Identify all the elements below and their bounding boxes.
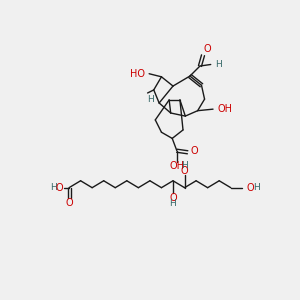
Text: O: O xyxy=(246,183,254,193)
Text: H: H xyxy=(215,60,222,69)
Text: O: O xyxy=(191,146,198,157)
Text: O: O xyxy=(169,193,177,203)
Text: OH: OH xyxy=(169,161,184,171)
Text: HO: HO xyxy=(130,69,145,79)
Text: O: O xyxy=(181,166,188,176)
Text: O: O xyxy=(204,44,212,54)
Text: O: O xyxy=(56,183,64,193)
Text: H: H xyxy=(253,183,260,192)
Text: H: H xyxy=(181,161,188,170)
Text: H: H xyxy=(147,94,154,103)
Text: H: H xyxy=(50,183,57,192)
Text: O: O xyxy=(65,198,73,208)
Text: OH: OH xyxy=(218,104,233,114)
Text: H: H xyxy=(169,199,176,208)
